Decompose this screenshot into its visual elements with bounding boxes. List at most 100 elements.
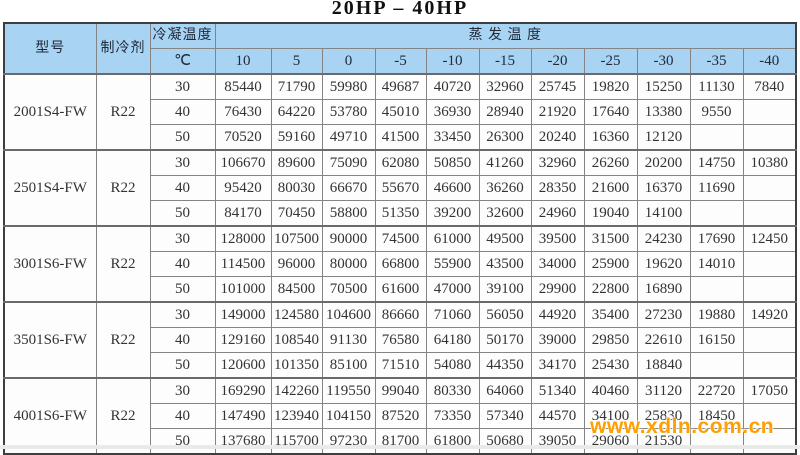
capacity-value-cell: 22610 xyxy=(636,327,691,353)
table-row: 3001S6-FW R22 30 128000 107500 90000 74500 6100… xyxy=(3,225,797,303)
condensing-temp-cell: 50 xyxy=(149,200,216,227)
header-evap-neg10: -10 xyxy=(425,48,480,75)
capacity-value-cell: 21600 xyxy=(583,175,638,201)
capacity-value-cell: 80000 xyxy=(321,251,376,277)
condensing-temp-cell: 30 xyxy=(149,149,216,176)
capacity-value-cell: 75090 xyxy=(321,149,376,176)
capacity-value-cell: 39200 xyxy=(425,200,480,227)
capacity-value-cell: 59160 xyxy=(270,124,323,151)
capacity-value-cell: 26260 xyxy=(583,149,638,176)
capacity-value-cell: 29900 xyxy=(530,276,585,303)
capacity-value-cell: 124580 xyxy=(270,301,323,328)
condensing-temp-cell: 30 xyxy=(149,377,216,404)
capacity-value-cell: 49687 xyxy=(374,73,427,100)
capacity-value-cell: 25430 xyxy=(583,352,638,379)
capacity-value-cell: 61800 xyxy=(425,428,480,455)
capacity-value-cell: 91130 xyxy=(321,327,376,353)
table-row: 3501S6-FW R22 30 149000 124580 104600 86660 710… xyxy=(3,301,797,379)
capacity-value-cell: 29850 xyxy=(583,327,638,353)
condensing-temp-cell: 40 xyxy=(149,175,216,201)
condensing-temp-cell: 30 xyxy=(149,225,216,252)
header-evap-neg15: -15 xyxy=(478,48,532,75)
capacity-value-cell: 40720 xyxy=(425,73,480,100)
capacity-value-cell: 74500 xyxy=(374,225,427,252)
table-row: 40 129160 108540 91130 76580 64180 50170 39000 2… xyxy=(4,327,797,353)
header-evaporating-temp: 蒸 发 温 度 xyxy=(214,22,797,49)
capacity-value-cell: 11690 xyxy=(689,175,744,201)
capacity-value-cell: 34170 xyxy=(530,352,585,379)
header-evap-neg30: -30 xyxy=(636,48,691,75)
capacity-value-cell: 33450 xyxy=(425,124,480,151)
capacity-value-cell: 15250 xyxy=(636,73,691,100)
model-cell: 2501S4-FW xyxy=(3,149,97,227)
capacity-value-cell: 31120 xyxy=(636,377,691,404)
capacity-value-cell: 87520 xyxy=(374,403,427,429)
capacity-value-cell: 53780 xyxy=(321,99,376,125)
capacity-value-cell: 16150 xyxy=(689,327,744,353)
capacity-value-cell: 11130 xyxy=(689,73,744,100)
capacity-value-cell: 35400 xyxy=(583,301,638,328)
header-row-temps: ℃ 10 5 0 -5 -10 -15 -20 -25 -30 -35 -40 xyxy=(4,48,797,75)
capacity-value-cell: 76430 xyxy=(214,99,272,125)
capacity-table-body: 2001S4-FW R22 30 85440 71790 59980 49687 40720 3… xyxy=(3,73,797,455)
capacity-value-cell: 70450 xyxy=(270,200,323,227)
capacity-value-cell xyxy=(742,276,797,303)
capacity-value-cell: 31500 xyxy=(583,225,638,252)
capacity-value-cell: 120600 xyxy=(214,352,272,379)
capacity-value-cell: 28940 xyxy=(478,99,532,125)
capacity-value-cell: 13380 xyxy=(636,99,691,125)
capacity-value-cell xyxy=(742,200,797,227)
capacity-value-cell: 14750 xyxy=(689,149,744,176)
capacity-value-cell: 17690 xyxy=(689,225,744,252)
capacity-value-cell: 58800 xyxy=(321,200,376,227)
watermark: www.xdln.com.cn xyxy=(590,415,775,438)
capacity-value-cell: 64180 xyxy=(425,327,480,353)
capacity-value-cell: 49710 xyxy=(321,124,376,151)
table-row: 50 101000 84500 70500 61600 47000 39100 29900 22… xyxy=(4,276,797,303)
capacity-value-cell: 97230 xyxy=(321,428,376,455)
capacity-value-cell: 24230 xyxy=(636,225,691,252)
condensing-temp-cell: 40 xyxy=(149,251,216,277)
condensing-temp-cell: 40 xyxy=(149,327,216,353)
capacity-value-cell: 99040 xyxy=(374,377,427,404)
capacity-value-cell: 16360 xyxy=(583,124,638,151)
capacity-value-cell: 25830 xyxy=(636,403,691,429)
capacity-value-cell: 80330 xyxy=(425,377,480,404)
capacity-value-cell: 85440 xyxy=(214,73,272,100)
capacity-value-cell: 50680 xyxy=(478,428,532,455)
capacity-value-cell: 45010 xyxy=(374,99,427,125)
capacity-value-cell: 19820 xyxy=(583,73,638,100)
refrigerant-cell: R22 xyxy=(95,225,151,303)
capacity-value-cell: 14010 xyxy=(689,251,744,277)
capacity-value-cell: 20240 xyxy=(530,124,585,151)
condensing-temp-cell: 30 xyxy=(149,301,216,328)
capacity-value-cell: 106670 xyxy=(214,149,272,176)
table-row: 40 147490 123940 104150 87520 73350 57340 44570… xyxy=(4,403,797,429)
capacity-value-cell: 10380 xyxy=(742,149,797,176)
capacity-value-cell xyxy=(742,403,797,429)
capacity-value-cell: 137680 xyxy=(214,428,272,455)
capacity-value-cell: 61600 xyxy=(374,276,427,303)
capacity-value-cell: 41500 xyxy=(374,124,427,151)
capacity-value-cell: 18450 xyxy=(689,403,744,429)
capacity-value-cell: 16370 xyxy=(636,175,691,201)
capacity-value-cell: 44920 xyxy=(530,301,585,328)
capacity-value-cell: 57340 xyxy=(478,403,532,429)
capacity-value-cell: 147490 xyxy=(214,403,272,429)
capacity-value-cell: 169290 xyxy=(214,377,272,404)
capacity-value-cell: 44350 xyxy=(478,352,532,379)
capacity-value-cell: 70520 xyxy=(214,124,272,151)
capacity-value-cell: 44570 xyxy=(530,403,585,429)
model-cell: 3501S6-FW xyxy=(3,301,97,379)
capacity-value-cell: 51350 xyxy=(374,200,427,227)
capacity-value-cell: 142260 xyxy=(270,377,323,404)
capacity-value-cell: 39500 xyxy=(530,225,585,252)
capacity-value-cell xyxy=(689,352,744,379)
refrigerant-cell: R22 xyxy=(95,149,151,227)
header-celsius-unit: ℃ xyxy=(149,48,216,75)
capacity-value-cell: 22720 xyxy=(689,377,744,404)
condensing-temp-cell: 50 xyxy=(149,352,216,379)
capacity-value-cell: 59980 xyxy=(321,73,376,100)
capacity-value-cell: 36930 xyxy=(425,99,480,125)
capacity-value-cell: 114500 xyxy=(214,251,272,277)
